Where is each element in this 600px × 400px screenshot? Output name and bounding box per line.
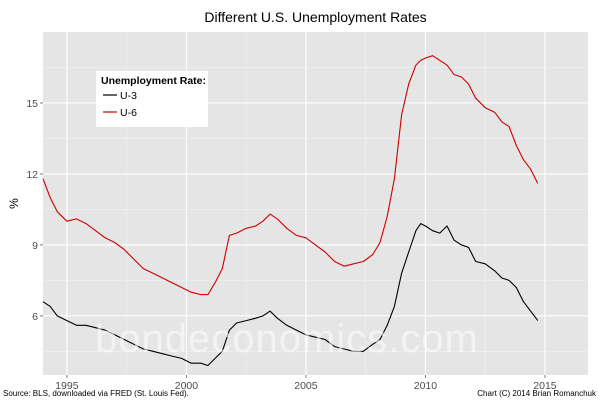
y-tick-label: 9 <box>32 240 38 252</box>
x-tick-label: 2015 <box>533 380 557 392</box>
source-note: Source: BLS, downloaded via FRED (St. Lo… <box>3 389 189 398</box>
watermark-text: bondeconomics.com <box>95 317 479 361</box>
x-tick-label: 2000 <box>175 380 199 392</box>
legend-label-u6: U-6 <box>120 107 137 119</box>
y-tick-label: 12 <box>26 169 38 181</box>
x-tick-label: 1995 <box>55 380 79 392</box>
series-layer <box>42 55 539 367</box>
x-tick-label: 2005 <box>294 380 318 392</box>
legend-title: Unemployment Rate: <box>101 75 206 87</box>
x-tick-label: 2010 <box>414 380 438 392</box>
legend-box <box>96 71 208 127</box>
legend-label-u3: U-3 <box>120 90 137 102</box>
series-line-u-6 <box>42 55 539 296</box>
copyright-note: Chart (C) 2014 Brian Romanchuk <box>477 389 597 398</box>
grid-minor <box>43 32 588 375</box>
y-axis: 6 9 12 15 <box>26 98 43 323</box>
legend: Unemployment Rate: U-3 U-6 <box>96 71 208 127</box>
chart-title: Different U.S. Unemployment Rates <box>204 9 426 25</box>
x-axis: 1995 2000 2005 2010 2015 <box>55 375 557 392</box>
y-axis-label: % <box>7 198 21 209</box>
series-line-u-3 <box>42 223 539 367</box>
y-tick-label: 6 <box>32 311 38 323</box>
y-tick-label: 15 <box>26 98 38 110</box>
